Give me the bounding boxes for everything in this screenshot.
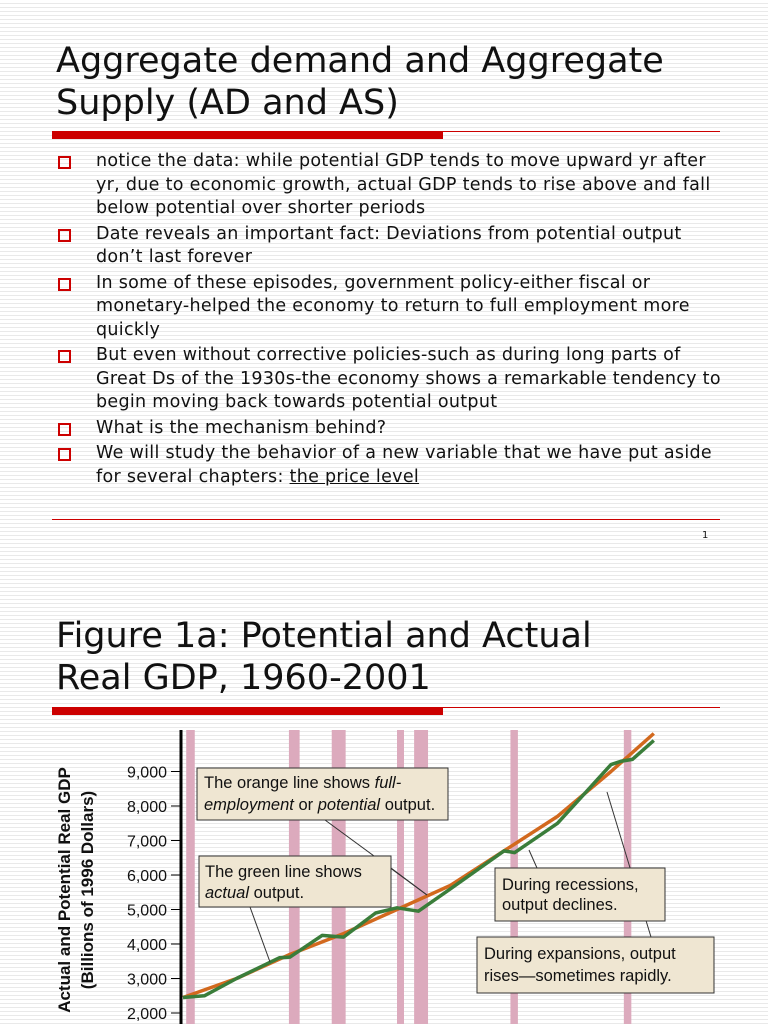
y-tick-label: 2,000 (127, 1006, 167, 1023)
svg-text:The orange line shows full-: The orange line shows full- (204, 774, 402, 792)
annotation-expansion: During expansions, output rises—sometime… (476, 936, 715, 994)
title-line: Aggregate demand and Aggregate (56, 41, 664, 81)
slide1-title: Aggregate demand and Aggregate Supply (A… (56, 40, 664, 124)
title-line: Real GDP, 1960-2001 (56, 658, 431, 698)
y-tick-label: 3,000 (127, 972, 167, 989)
bullet-text: In some of these episodes, government po… (96, 272, 690, 340)
bullet-item: In some of these episodes, government po… (56, 272, 726, 343)
bullet-item: What is the mechanism behind? (56, 417, 726, 441)
page-number: 1 (702, 530, 709, 541)
annotation-recession: During recessions, output declines. (494, 867, 666, 922)
series-lines (182, 732, 655, 1000)
y-tick-label: 5,000 (127, 903, 167, 920)
price-level-link[interactable]: the price level (289, 466, 420, 487)
y-axis-label-line2: (Billions of 1996 Dollars) (78, 791, 97, 989)
square-bullet-icon (58, 228, 71, 242)
bullet-item: But even without corrective policies-suc… (56, 344, 726, 415)
bullet-text: What is the mechanism behind? (96, 417, 387, 438)
y-tick-label: 7,000 (127, 834, 167, 851)
square-bullet-icon (58, 422, 71, 436)
square-bullet-icon (58, 350, 71, 363)
bullet-item: Date reveals an important fact: Deviatio… (56, 223, 726, 270)
svg-text:employment or potential output: employment or potential output. (204, 796, 435, 814)
y-tick-label: 6,000 (127, 868, 167, 885)
svg-text:The green line shows: The green line shows (205, 863, 362, 881)
bullet-text: Date reveals an important fact: Deviatio… (96, 223, 682, 268)
y-tick-label: 8,000 (127, 799, 167, 816)
y-axis-label-line1: Actual and Potential Real GDP (55, 767, 74, 1013)
annotation-green: The green line shows actual output. (198, 855, 392, 908)
annotation-orange: The orange line shows full- employment o… (196, 767, 449, 821)
bullet-text: We will study the behavior of a new vari… (96, 443, 712, 487)
bullet-text: But even without corrective policies-suc… (96, 345, 721, 412)
svg-text:actual output.: actual output. (205, 884, 304, 902)
title-line: Supply (AD and AS) (56, 83, 399, 123)
title-line: Figure 1a: Potential and Actual (56, 616, 592, 656)
svg-text:During recessions,: During recessions, (502, 876, 639, 894)
bullet-item: notice the data: while potential GDP ten… (56, 150, 726, 221)
bullet-text: notice the data: while potential GDP ten… (96, 151, 711, 218)
bullet-list: notice the data: while potential GDP ten… (56, 150, 726, 491)
y-axis-label: Actual and Potential Real GDP (Billions … (55, 767, 97, 1013)
pointer-line (249, 906, 271, 963)
pointer-line (390, 867, 428, 896)
y-tick-label: 4,000 (127, 937, 167, 954)
title-underline-rule (443, 131, 720, 132)
pointer-line (528, 849, 538, 869)
recession-bar (397, 730, 404, 1024)
title-underline-rule (443, 707, 720, 708)
svg-text:During expansions, output: During expansions, output (484, 945, 676, 963)
square-bullet-icon (58, 277, 71, 291)
bullet-item: We will study the behavior of a new vari… (56, 442, 726, 489)
title-underline-bar (52, 131, 443, 139)
square-bullet-icon (58, 448, 71, 461)
svg-text:rises—sometimes rapidly.: rises—sometimes rapidly. (484, 967, 672, 985)
recession-bar (186, 730, 195, 1024)
svg-text:output declines.: output declines. (502, 896, 618, 914)
title-underline-bar (52, 707, 443, 715)
y-tick-label: 9,000 (127, 765, 167, 782)
y-ticks: 2,000 3,000 4,000 5,000 6,000 7,000 8,000 9,000 (127, 765, 181, 1023)
actual-gdp-line (182, 739, 655, 1000)
square-bullet-icon (58, 156, 71, 169)
slide2-title: Figure 1a: Potential and Actual Real GDP… (56, 615, 592, 699)
slide-separator (52, 519, 720, 520)
